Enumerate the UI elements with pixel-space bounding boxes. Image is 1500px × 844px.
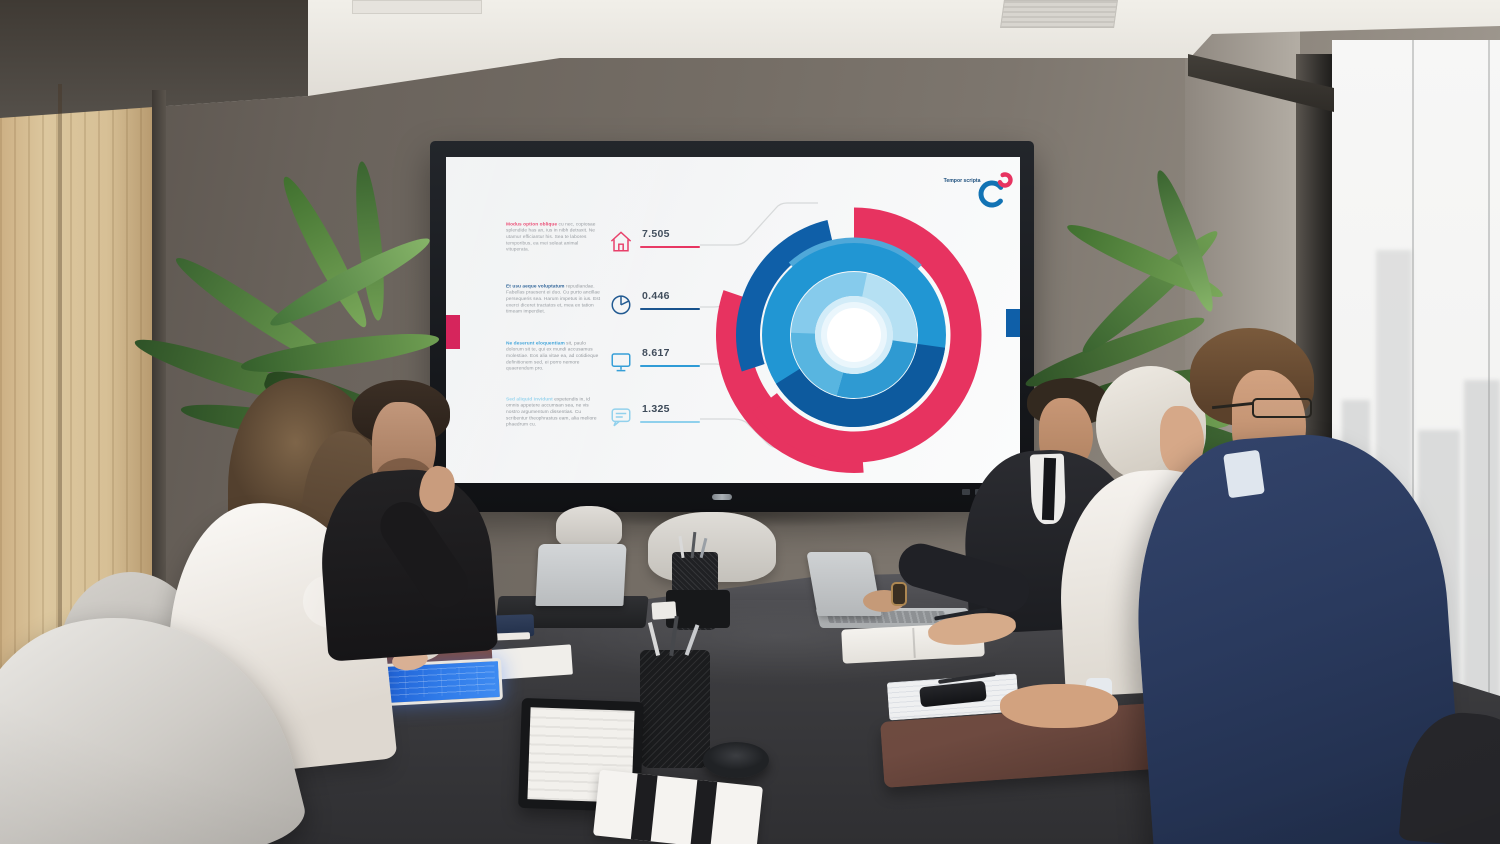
speakerphone-puck (703, 742, 769, 778)
distant-chair (556, 506, 622, 548)
stat-underline (640, 421, 700, 423)
window-mullion (1412, 40, 1414, 844)
presentation-slide: Tempor scripta Modus option oblique cu n… (446, 157, 1020, 483)
stat-value: 1.325 (642, 403, 670, 415)
wood-panel-seam (58, 84, 62, 844)
person-tie (1041, 457, 1057, 521)
wrist-watch (893, 584, 905, 604)
chat-bubble-icon (611, 408, 631, 427)
stat-row-3: Ne deserunt eloquentiam sit, paulo dolor… (506, 340, 766, 394)
pie-chart-icon (611, 295, 631, 315)
stat-paragraph: Modus option oblique cu nec, copiosae sp… (506, 221, 596, 252)
slide-right-accent-tab (1006, 309, 1020, 337)
stat-underline (640, 246, 700, 248)
laptop-lid-left (535, 544, 627, 606)
eyeglasses (1252, 398, 1312, 418)
window-mullion (1488, 40, 1490, 844)
ceiling-vent (1000, 0, 1118, 28)
radial-infographic-chart (716, 207, 982, 473)
stat-value: 0.446 (642, 290, 670, 302)
stat-underline (640, 308, 700, 310)
ceiling-light-panel (352, 0, 482, 14)
slide-logo-text: Tempor scripta (943, 177, 980, 183)
stat-row-4: Sed aliquid invidunt expetendis in, id o… (506, 396, 766, 450)
person-man-black-suit (863, 378, 1145, 638)
house-icon (610, 231, 632, 252)
stat-underline (640, 365, 700, 367)
stat-paragraph: Sed aliquid invidunt expetendis in, id o… (506, 396, 597, 427)
stat-paragraph: Et usu aeque voluptatum repudiandae. Fab… (506, 283, 601, 314)
skyline-building (1464, 380, 1500, 710)
slide-logo-icon (978, 172, 1013, 208)
person-hands (1000, 684, 1118, 728)
stat-paragraph: Ne deserunt eloquentiam sit, paulo dolor… (506, 340, 599, 371)
wire-pencil-cup (640, 650, 710, 768)
person-shirt-collar (1223, 449, 1265, 499)
slide-logo: Tempor scripta (914, 171, 1014, 213)
slide-left-accent-tab (446, 315, 460, 349)
stat-value: 7.505 (642, 228, 670, 240)
stat-value: 8.617 (642, 347, 670, 359)
monitor-icon (611, 353, 631, 372)
person-man-navy-suit (1000, 326, 1500, 844)
slide-graphics (700, 202, 982, 473)
stat-row-1: Modus option oblique cu nec, copiosae sp… (506, 221, 766, 275)
person-man-black-shirt (315, 378, 510, 662)
tv-brand-logo (712, 494, 732, 500)
stat-row-2: Et usu aeque voluptatum repudiandae. Fab… (506, 283, 766, 337)
note-card (651, 601, 677, 620)
